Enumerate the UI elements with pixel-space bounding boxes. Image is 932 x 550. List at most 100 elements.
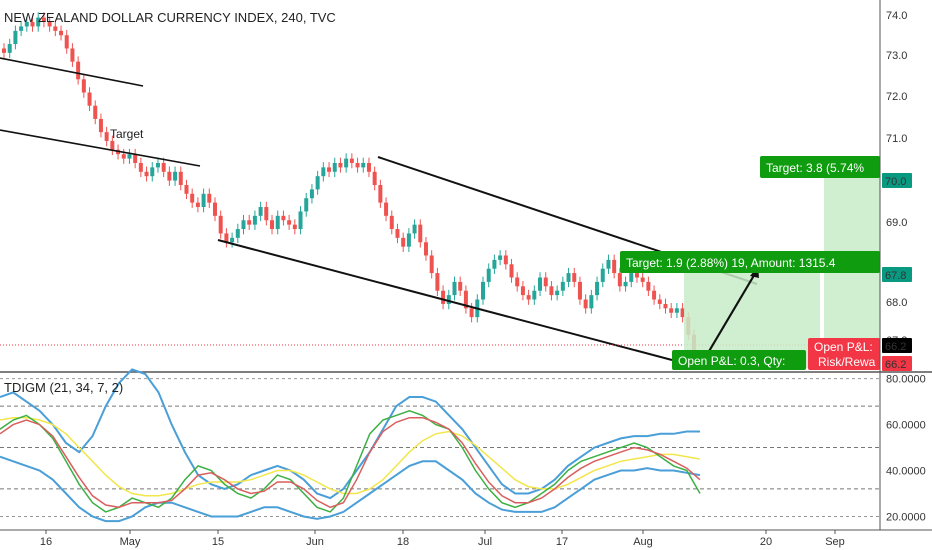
risk-label[interactable]: Open P&L: Risk/Rewa xyxy=(808,338,880,370)
candle xyxy=(463,285,468,314)
candle xyxy=(144,166,149,182)
candle xyxy=(258,201,263,222)
candle xyxy=(492,254,497,274)
candle xyxy=(207,188,212,208)
time-tick-label: 18 xyxy=(397,536,409,548)
indicator-title: TDIGM (21, 34, 7, 2) xyxy=(4,380,123,395)
projection-arrow[interactable] xyxy=(704,271,757,359)
time-tick-label: 15 xyxy=(212,536,224,548)
candle xyxy=(395,223,400,244)
price-badge: 66.2 xyxy=(882,356,912,371)
candle xyxy=(674,303,679,319)
candle xyxy=(446,289,451,310)
candle xyxy=(589,289,594,314)
candle xyxy=(190,188,195,208)
candle xyxy=(121,148,126,164)
price-tick-label: 72.0 xyxy=(886,91,907,103)
open-pl-label[interactable]: Open P&L: 0.3, Qty: xyxy=(672,350,806,370)
time-axis[interactable]: 16 May 15 Jun 18 Jul 17 Aug 20 Sep xyxy=(40,530,845,548)
candle xyxy=(623,276,628,292)
candle xyxy=(503,250,508,270)
candle xyxy=(680,303,685,323)
candle xyxy=(372,166,377,191)
candle xyxy=(270,214,275,235)
candle xyxy=(401,232,406,252)
candle xyxy=(532,285,537,305)
candle xyxy=(361,157,366,173)
candle xyxy=(7,38,12,59)
candle xyxy=(486,263,491,288)
time-tick-label: 16 xyxy=(40,536,52,548)
candle xyxy=(572,267,577,288)
svg-text:70.0: 70.0 xyxy=(885,176,906,188)
candle xyxy=(138,157,143,178)
candle xyxy=(355,157,360,173)
candle xyxy=(70,43,75,67)
candle xyxy=(515,272,520,292)
candle xyxy=(423,236,428,261)
candle xyxy=(264,201,269,226)
time-tick-label: Aug xyxy=(633,536,653,548)
price-panel[interactable]: Target Target: 3.8 (5.74% Target: 1.9 (2… xyxy=(0,0,880,370)
indicator-panel[interactable]: TDIGM (21, 34, 7, 2) xyxy=(0,368,932,523)
candle xyxy=(606,254,611,274)
candle xyxy=(184,179,189,200)
price-axis[interactable]: 74.073.072.071.070.069.068.067.266.466.2… xyxy=(882,10,912,373)
candle xyxy=(338,157,343,173)
candle xyxy=(76,56,81,85)
candle xyxy=(577,276,582,305)
target-label-mid[interactable]: Target: 1.9 (2.88%) 19, Amount: 1315.4 xyxy=(620,251,880,273)
svg-text:66.2: 66.2 xyxy=(885,359,906,371)
candle xyxy=(292,219,297,235)
channel-lower-line[interactable] xyxy=(217,239,673,361)
candle xyxy=(150,162,155,182)
indicator-grid xyxy=(0,378,880,518)
candle xyxy=(435,267,440,296)
candle xyxy=(19,21,24,37)
candle xyxy=(241,214,246,235)
candle xyxy=(640,272,645,288)
candle xyxy=(429,250,434,279)
indicator-series-line xyxy=(0,416,701,497)
candle xyxy=(543,272,548,292)
target-label-upper[interactable]: Target: 3.8 (5.74% xyxy=(760,156,880,178)
price-tick-label: 71.0 xyxy=(886,133,907,145)
candle xyxy=(452,276,457,301)
candle xyxy=(59,25,64,41)
trendline-upper-1[interactable] xyxy=(0,57,144,87)
candle xyxy=(332,157,337,178)
candle xyxy=(24,16,29,32)
candle xyxy=(53,21,58,37)
candle xyxy=(155,157,160,173)
time-tick-label: Jun xyxy=(306,536,324,548)
candle xyxy=(612,254,617,279)
svg-text:66.2: 66.2 xyxy=(885,341,906,353)
candle xyxy=(327,162,332,178)
time-tick-label: May xyxy=(120,536,141,548)
price-tick-label: 74.0 xyxy=(886,10,907,22)
indicator-axis[interactable]: 80.0000 60.0000 40.0000 20.0000 xyxy=(886,374,926,524)
candle xyxy=(657,294,662,310)
candle xyxy=(201,188,206,213)
candle xyxy=(378,179,383,208)
candle xyxy=(321,162,326,182)
indicator-series-line xyxy=(0,455,701,523)
indicator-series-line xyxy=(0,368,700,500)
target-label-mid-text: Target: 1.9 (2.88%) 19, Amount: 1315.4 xyxy=(626,256,836,270)
risk-label-line2: Risk/Rewa xyxy=(818,355,876,369)
candle xyxy=(663,298,668,314)
indicator-series-line xyxy=(0,416,701,509)
candle xyxy=(2,43,6,59)
price-tick-label: 69.0 xyxy=(886,217,907,229)
candle xyxy=(458,276,463,296)
candle xyxy=(104,126,109,147)
price-badge: 66.2 xyxy=(882,338,912,353)
candle xyxy=(538,272,543,296)
chart-title: NEW ZEALAND DOLLAR CURRENCY INDEX, 240, … xyxy=(4,10,336,25)
candle xyxy=(230,232,235,248)
candle xyxy=(173,166,178,186)
trendline-upper-2[interactable] xyxy=(0,129,201,167)
candle xyxy=(30,16,35,32)
candle xyxy=(406,228,411,252)
